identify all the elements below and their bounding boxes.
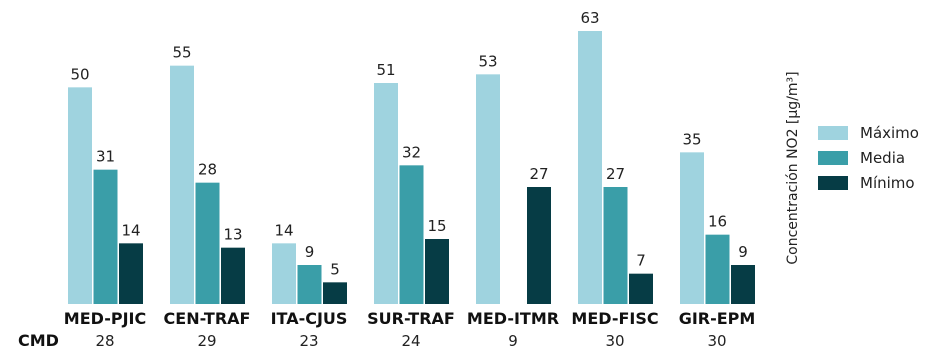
cmd-value-sur-traf: 24: [401, 332, 420, 350]
value-label-ita-cjus-media: 9: [305, 243, 315, 261]
legend-swatch-media: [818, 151, 848, 165]
cmd-row: CMD 28 29 23 24 9 30 30: [18, 331, 727, 350]
value-label-ita-cjus-minimo: 5: [330, 260, 340, 278]
bar-med-pjic-maximo: [68, 87, 92, 304]
bar-ita-cjus-minimo: [323, 282, 347, 304]
category-label-sur-traf: SUR-TRAF: [367, 309, 455, 328]
cmd-value-med-fisc: 30: [605, 332, 624, 350]
bar-cen-traf-minimo: [221, 247, 245, 304]
value-label-cen-traf-minimo: 13: [223, 226, 242, 244]
value-label-sur-traf-maximo: 51: [376, 61, 395, 79]
bar-med-fisc-media: [603, 187, 628, 304]
category-label-ita-cjus: ITA-CJUS: [271, 309, 348, 328]
cmd-title: CMD: [18, 331, 59, 350]
bar-sur-traf-maximo: [374, 83, 398, 304]
category-label-cen-traf: CEN-TRAF: [164, 309, 251, 328]
value-label-med-pjic-maximo: 50: [70, 65, 89, 83]
value-label-cen-traf-media: 28: [198, 161, 217, 179]
value-label-gir-epm-media: 16: [708, 213, 727, 231]
bar-med-itmr-maximo: [476, 74, 500, 304]
bar-med-itmr-minimo: [527, 187, 551, 304]
bar-med-fisc-minimo: [629, 273, 653, 304]
cmd-value-ita-cjus: 23: [299, 332, 318, 350]
bar-gir-epm-maximo: [680, 152, 704, 304]
cmd-value-cen-traf: 29: [197, 332, 216, 350]
bar-sur-traf-media: [399, 165, 424, 304]
value-label-ita-cjus-maximo: 14: [274, 221, 293, 239]
category-labels-group: MED-PJIC CEN-TRAF ITA-CJUS SUR-TRAF MED-ITMR…: [64, 309, 756, 328]
legend-swatch-maximo: [818, 126, 848, 140]
value-label-gir-epm-minimo: 9: [738, 243, 748, 261]
bars-group: [68, 31, 755, 305]
value-label-cen-traf-maximo: 55: [172, 44, 191, 62]
category-label-med-fisc: MED-FISC: [571, 309, 658, 328]
bar-ita-cjus-media: [297, 265, 322, 304]
legend: Máximo Media Mínimo: [818, 124, 919, 192]
category-label-gir-epm: GIR-EPM: [679, 309, 756, 328]
legend-label-minimo: Mínimo: [860, 174, 915, 192]
bar-sur-traf-minimo: [425, 239, 449, 304]
bar-gir-epm-media: [705, 234, 730, 304]
value-label-med-pjic-media: 31: [96, 148, 115, 166]
bar-med-pjic-minimo: [119, 243, 143, 304]
value-label-med-itmr-minimo: 27: [529, 165, 548, 183]
bar-ita-cjus-maximo: [272, 243, 296, 304]
cmd-value-gir-epm: 30: [707, 332, 726, 350]
bar-med-fisc-maximo: [578, 31, 602, 304]
legend-label-maximo: Máximo: [860, 124, 919, 142]
value-label-med-fisc-maximo: 63: [580, 9, 599, 27]
value-label-med-fisc-media: 27: [606, 165, 625, 183]
value-label-gir-epm-maximo: 35: [682, 130, 701, 148]
bar-cen-traf-maximo: [170, 65, 194, 305]
y-axis-label: Concentración NO2 [µg/m³]: [785, 71, 801, 264]
category-label-med-itmr: MED-ITMR: [467, 309, 559, 328]
legend-swatch-minimo: [818, 176, 848, 190]
cmd-value-med-itmr: 9: [508, 332, 518, 350]
value-label-med-itmr-maximo: 53: [478, 52, 497, 70]
value-label-sur-traf-media: 32: [402, 143, 421, 161]
bar-gir-epm-minimo: [731, 265, 755, 304]
bar-med-pjic-media: [93, 169, 118, 304]
category-label-med-pjic: MED-PJIC: [64, 309, 146, 328]
value-label-med-fisc-minimo: 7: [636, 252, 646, 270]
value-label-sur-traf-minimo: 15: [427, 217, 446, 235]
value-label-med-pjic-minimo: 14: [121, 221, 140, 239]
legend-label-media: Media: [860, 149, 905, 167]
bar-cen-traf-media: [195, 182, 220, 304]
cmd-value-med-pjic: 28: [95, 332, 114, 350]
